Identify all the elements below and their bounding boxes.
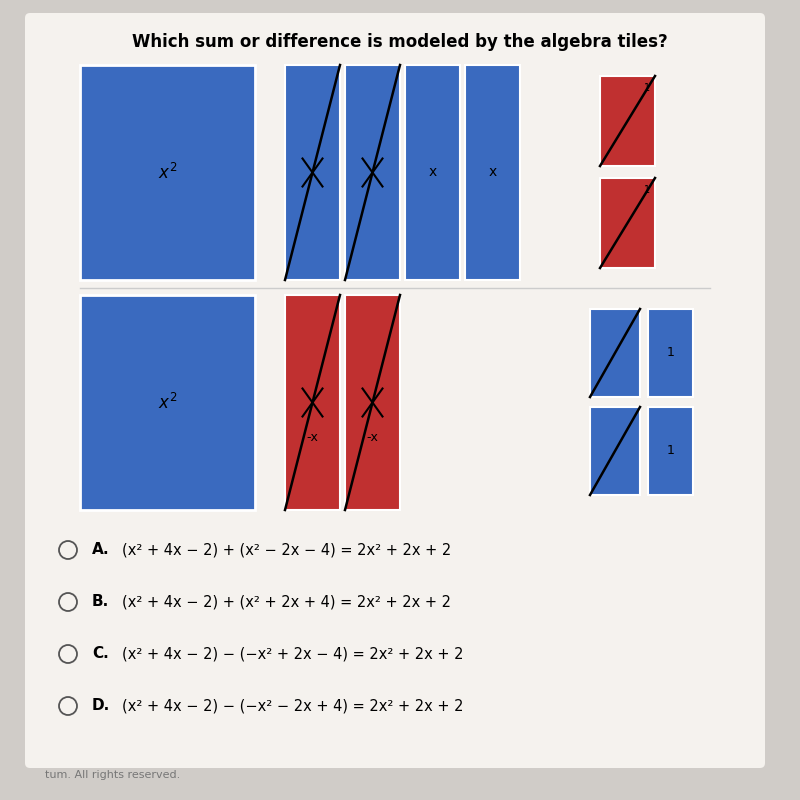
Bar [590, 407, 640, 495]
Text: (x² + 4x − 2) − (−x² − 2x + 4) = 2x² + 2x + 2: (x² + 4x − 2) − (−x² − 2x + 4) = 2x² + 2… [122, 698, 463, 714]
Text: x: x [428, 166, 437, 179]
Bar [285, 65, 340, 280]
Bar [285, 295, 340, 510]
Bar [465, 65, 520, 280]
Bar [345, 65, 400, 280]
Text: $x^2$: $x^2$ [158, 393, 177, 413]
Text: 1: 1 [666, 445, 674, 458]
Text: tum. All rights reserved.: tum. All rights reserved. [45, 770, 180, 780]
Text: -x: -x [366, 431, 378, 444]
Text: 1: 1 [644, 185, 650, 195]
Text: D.: D. [92, 698, 110, 714]
Bar [590, 309, 640, 397]
Text: -x: -x [306, 431, 318, 444]
Bar [600, 76, 655, 166]
Bar [80, 65, 255, 280]
Bar [648, 407, 693, 495]
Text: A.: A. [92, 542, 110, 558]
Text: 1: 1 [666, 346, 674, 359]
Text: x: x [488, 166, 497, 179]
Bar [600, 178, 655, 268]
Text: Which sum or difference is modeled by the algebra tiles?: Which sum or difference is modeled by th… [132, 33, 668, 51]
Bar [80, 295, 255, 510]
Bar [405, 65, 460, 280]
Text: C.: C. [92, 646, 109, 662]
Text: (x² + 4x − 2) − (−x² + 2x − 4) = 2x² + 2x + 2: (x² + 4x − 2) − (−x² + 2x − 4) = 2x² + 2… [122, 646, 463, 662]
Text: (x² + 4x − 2) + (x² − 2x − 4) = 2x² + 2x + 2: (x² + 4x − 2) + (x² − 2x − 4) = 2x² + 2x… [122, 542, 451, 558]
FancyBboxPatch shape [25, 13, 765, 768]
Text: $x^2$: $x^2$ [158, 162, 177, 182]
Text: 1: 1 [644, 83, 650, 93]
Text: B.: B. [92, 594, 110, 610]
Bar [345, 295, 400, 510]
Text: (x² + 4x − 2) + (x² + 2x + 4) = 2x² + 2x + 2: (x² + 4x − 2) + (x² + 2x + 4) = 2x² + 2x… [122, 594, 451, 610]
Bar [648, 309, 693, 397]
